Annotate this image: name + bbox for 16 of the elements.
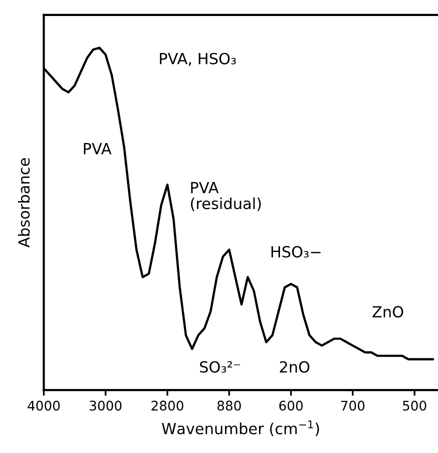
annotation: ZnO bbox=[372, 306, 404, 318]
annotation: HSO₃− bbox=[272, 246, 321, 258]
annotation: 2nO bbox=[280, 361, 310, 373]
annotation: PVA bbox=[84, 143, 112, 154]
x-tick-label: 600 bbox=[279, 400, 303, 411]
x-tick-label: 500 bbox=[402, 400, 426, 411]
x-axis-title: Wavenumber (cm$^{−1}$) bbox=[162, 420, 319, 436]
x-tick-label: 3000 bbox=[90, 400, 122, 411]
annotation: PVA (residual) bbox=[190, 182, 261, 212]
annotation: SO₃²⁻ bbox=[200, 361, 240, 373]
x-tick-label: 700 bbox=[341, 400, 364, 411]
x-tick-label: 880 bbox=[217, 400, 241, 411]
x-tick-label: 4000 bbox=[28, 400, 60, 411]
x-tick-label: 2800 bbox=[152, 400, 184, 411]
annotation: PVA, HSO₃ bbox=[160, 52, 236, 66]
y-axis-title: Absorbance bbox=[18, 158, 30, 248]
